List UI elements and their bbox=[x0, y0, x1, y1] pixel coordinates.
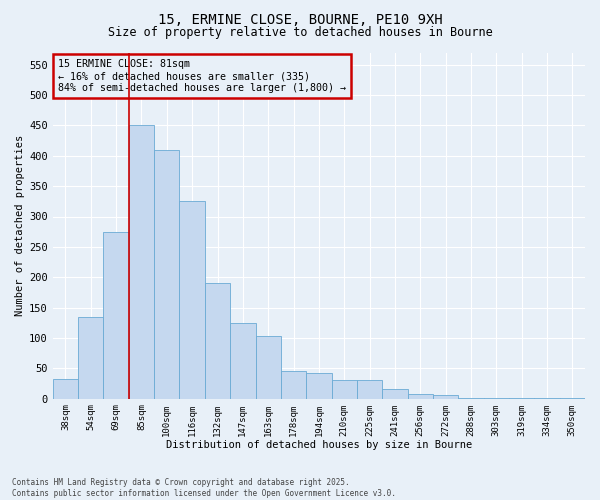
Bar bbox=[103, 232, 129, 398]
Bar bbox=[129, 126, 154, 398]
Bar bbox=[433, 395, 458, 398]
Text: 15, ERMINE CLOSE, BOURNE, PE10 9XH: 15, ERMINE CLOSE, BOURNE, PE10 9XH bbox=[158, 12, 442, 26]
Bar bbox=[179, 202, 205, 398]
Bar bbox=[154, 150, 179, 398]
Bar bbox=[382, 389, 407, 398]
Bar bbox=[407, 394, 433, 398]
Bar bbox=[332, 380, 357, 398]
Text: Size of property relative to detached houses in Bourne: Size of property relative to detached ho… bbox=[107, 26, 493, 39]
Bar bbox=[306, 372, 332, 398]
Bar bbox=[78, 316, 103, 398]
Bar bbox=[256, 336, 281, 398]
Bar bbox=[281, 372, 306, 398]
Bar bbox=[230, 323, 256, 398]
X-axis label: Distribution of detached houses by size in Bourne: Distribution of detached houses by size … bbox=[166, 440, 472, 450]
Text: 15 ERMINE CLOSE: 81sqm
← 16% of detached houses are smaller (335)
84% of semi-de: 15 ERMINE CLOSE: 81sqm ← 16% of detached… bbox=[58, 60, 346, 92]
Bar bbox=[357, 380, 382, 398]
Bar bbox=[53, 378, 78, 398]
Y-axis label: Number of detached properties: Number of detached properties bbox=[15, 135, 25, 316]
Bar bbox=[205, 284, 230, 399]
Text: Contains HM Land Registry data © Crown copyright and database right 2025.
Contai: Contains HM Land Registry data © Crown c… bbox=[12, 478, 396, 498]
